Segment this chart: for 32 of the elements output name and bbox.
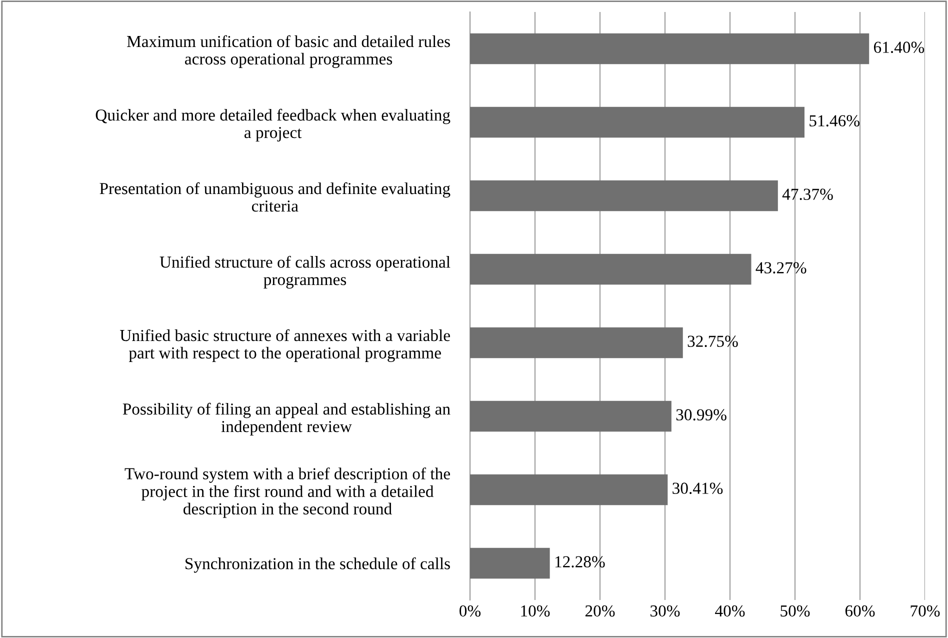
x-tick-label: 20% — [585, 605, 615, 617]
x-tick-label: 10% — [521, 605, 550, 617]
y-tick-label: Unified basic structure of annexes with a variable part with respect to the operational programme — [120, 329, 450, 362]
bar — [470, 474, 668, 506]
x-tick-label: 30% — [650, 605, 680, 617]
y-tick-label: Possibility of filing an appeal and establishing an independent review — [122, 402, 450, 436]
bar — [470, 400, 672, 432]
y-tick-label: Synchronization in the schedule of calls — [186, 557, 450, 573]
x-tick-label: 60% — [845, 605, 875, 617]
y-tick-label: Maximum unification of basic and detailed rules across operational programmes — [127, 35, 450, 68]
y-tick-label: Presentation of unambiguous and definite evaluating criteria — [100, 182, 450, 212]
x-tick-label: 50% — [780, 605, 810, 617]
data-label: 61.40% — [874, 42, 924, 53]
y-tick-label: Quicker and more detailed feedback when evaluating a project — [96, 108, 450, 142]
bar — [470, 180, 778, 212]
data-label: 47.37% — [782, 188, 833, 200]
bar — [470, 254, 752, 285]
y-tick-label: Unified structure of calls across operational programmes — [160, 256, 450, 289]
x-tick-label: 70% — [910, 605, 940, 617]
bar — [470, 106, 804, 138]
bar — [470, 548, 550, 579]
x-tick-label: 0% — [460, 605, 481, 617]
data-label: 30.99% — [676, 409, 726, 420]
data-label: 30.41% — [672, 482, 723, 494]
data-label: 12.28% — [555, 556, 605, 568]
bar — [470, 33, 870, 64]
bar — [470, 327, 683, 358]
x-tick-label: 40% — [715, 605, 745, 617]
y-tick-label: Two-round system with a brief description of the project in the first round and with a detailed description in the second round — [124, 467, 450, 518]
data-label: 43.27% — [756, 262, 806, 274]
data-label: 32.75% — [688, 336, 738, 347]
data-label: 51.46% — [810, 115, 860, 126]
